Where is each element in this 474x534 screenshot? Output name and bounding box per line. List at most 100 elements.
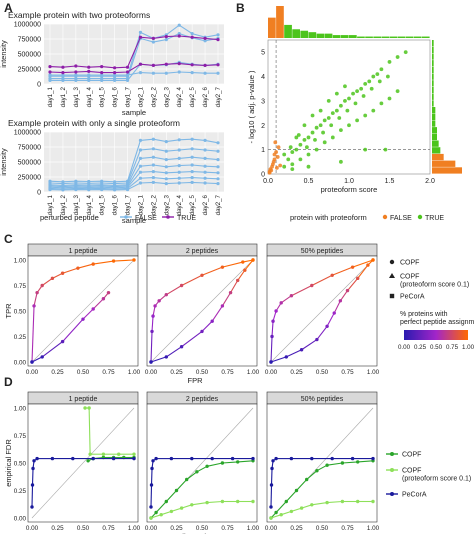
copf-point	[179, 283, 184, 288]
copf-line	[196, 465, 208, 473]
copf-01-point	[159, 513, 163, 517]
marginal-bar	[432, 153, 444, 161]
pecora-point	[60, 339, 65, 344]
data-point	[290, 150, 295, 154]
marginal-bar	[432, 73, 434, 80]
copf-01-line	[150, 514, 162, 519]
pecora-line	[201, 320, 213, 332]
x-tick-label: 0.0	[263, 178, 273, 185]
marginal-bar	[316, 33, 325, 38]
pecora-line	[347, 278, 359, 291]
copf-01-line	[291, 507, 302, 512]
x-tick-label: 0.25	[170, 525, 183, 532]
copf-line	[155, 501, 167, 513]
pecora-point	[32, 459, 36, 463]
data-point	[343, 99, 347, 103]
copf-line	[201, 266, 223, 276]
data-point	[296, 133, 301, 137]
copf-point	[315, 469, 319, 473]
copf-point	[200, 273, 204, 277]
copf-line	[165, 490, 177, 502]
series-line	[49, 171, 219, 189]
x-tick-label: 0.00	[26, 525, 39, 532]
data-point	[310, 113, 315, 118]
data-point	[326, 99, 331, 103]
legend-label: (proteoform score 0.1)	[400, 282, 469, 289]
copf-line	[113, 259, 135, 262]
data-point	[87, 73, 91, 77]
x-tick-label: day2_4	[176, 194, 183, 215]
facet-label: 50% peptides	[301, 396, 344, 403]
copf-point	[154, 510, 158, 515]
copf-point	[269, 360, 273, 364]
series-line	[50, 24, 219, 77]
pecora-line	[230, 280, 239, 293]
data-point	[151, 155, 155, 159]
facet-label: 2 peptides	[186, 248, 219, 255]
diagonal-reference	[31, 407, 135, 519]
y-tick-label: 1000000	[14, 22, 41, 29]
y-tick-label: 500000	[18, 52, 41, 59]
data-point	[290, 167, 295, 172]
copf-point	[274, 510, 278, 515]
data-point	[363, 81, 368, 86]
copf-line	[166, 285, 182, 296]
copf-point	[151, 314, 155, 318]
pecora-point	[289, 456, 294, 461]
data-point	[138, 176, 143, 180]
copf-point	[91, 262, 95, 266]
copf-01-line	[181, 504, 192, 509]
pecora-line	[270, 356, 287, 363]
data-point	[216, 38, 220, 42]
data-point	[203, 63, 207, 67]
copf-01-point	[289, 509, 294, 514]
copf-point	[164, 499, 168, 504]
pecora-point	[30, 483, 35, 487]
x-tick-label: 0.25	[51, 525, 64, 532]
pecora-point	[210, 456, 214, 461]
x-tick-label: day1_5	[99, 86, 106, 107]
marginal-bar	[432, 66, 434, 74]
x-tick-label: day2_1	[137, 194, 144, 215]
x-tick-label: day2_2	[150, 86, 157, 107]
data-point	[190, 176, 194, 180]
data-point	[203, 176, 207, 180]
data-point	[290, 162, 295, 167]
copf-01-point	[169, 509, 174, 514]
x-tick-label: day2_1	[137, 86, 144, 107]
data-point	[302, 123, 307, 128]
y-tick-label: 2	[261, 123, 265, 130]
copf-line	[52, 272, 63, 279]
pecora-line	[181, 330, 203, 348]
data-point	[395, 89, 400, 94]
pecora-point	[200, 329, 204, 334]
copf-point	[86, 459, 90, 463]
copf-line	[222, 261, 243, 268]
data-point	[203, 170, 207, 174]
legend-label: FALSE	[135, 215, 157, 222]
copf-point	[76, 266, 80, 270]
pecora-line	[31, 356, 43, 363]
y-tick-label: 250000	[18, 67, 41, 74]
pecora-point	[310, 456, 314, 461]
pecora-point	[270, 466, 274, 471]
data-point	[164, 165, 168, 169]
pecora-point	[338, 299, 343, 303]
marginal-bar	[300, 30, 309, 38]
pecora-line	[150, 468, 153, 486]
series-line	[49, 177, 219, 190]
pecora-line	[82, 308, 94, 320]
copf-point	[60, 271, 65, 275]
copf-point	[274, 309, 278, 313]
pecora-point	[91, 307, 95, 311]
y-tick-label: 1.00	[14, 257, 27, 264]
data-point	[151, 147, 155, 151]
data-point	[216, 149, 220, 153]
data-point	[125, 65, 130, 69]
data-point	[387, 60, 392, 64]
copf-line	[77, 263, 94, 269]
pecora-point	[350, 456, 355, 461]
data-point	[275, 155, 280, 159]
pecora-point	[230, 456, 235, 461]
panel-label-b: B	[236, 1, 245, 15]
